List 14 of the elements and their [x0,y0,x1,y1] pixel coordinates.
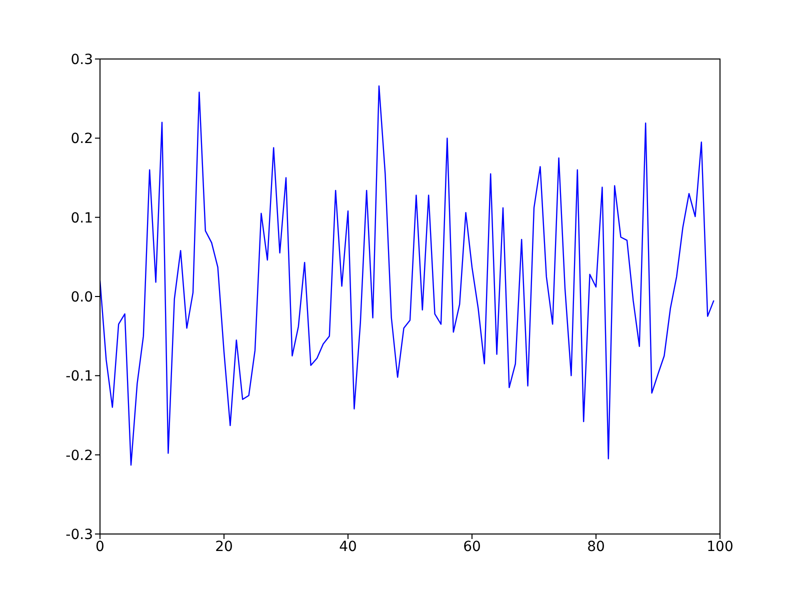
x-tick-label: 0 [96,538,104,555]
y-tick-label: -0.1 [66,368,93,385]
x-tick-label: 40 [339,538,357,555]
line-series [100,85,714,466]
y-tick-label: 0.2 [70,131,93,148]
y-tick-label: -0.2 [66,448,93,464]
x-tick-label: 80 [587,538,605,555]
x-tick-label: 100 [706,538,734,555]
y-tick-label: 0.3 [70,52,93,68]
x-tick-label: 60 [463,538,481,555]
y-tick-label: -0.3 [66,526,93,543]
y-tick-label: 0.0 [70,289,93,306]
y-tick-label: 0.1 [70,210,93,226]
x-tick-label: 20 [215,538,233,555]
